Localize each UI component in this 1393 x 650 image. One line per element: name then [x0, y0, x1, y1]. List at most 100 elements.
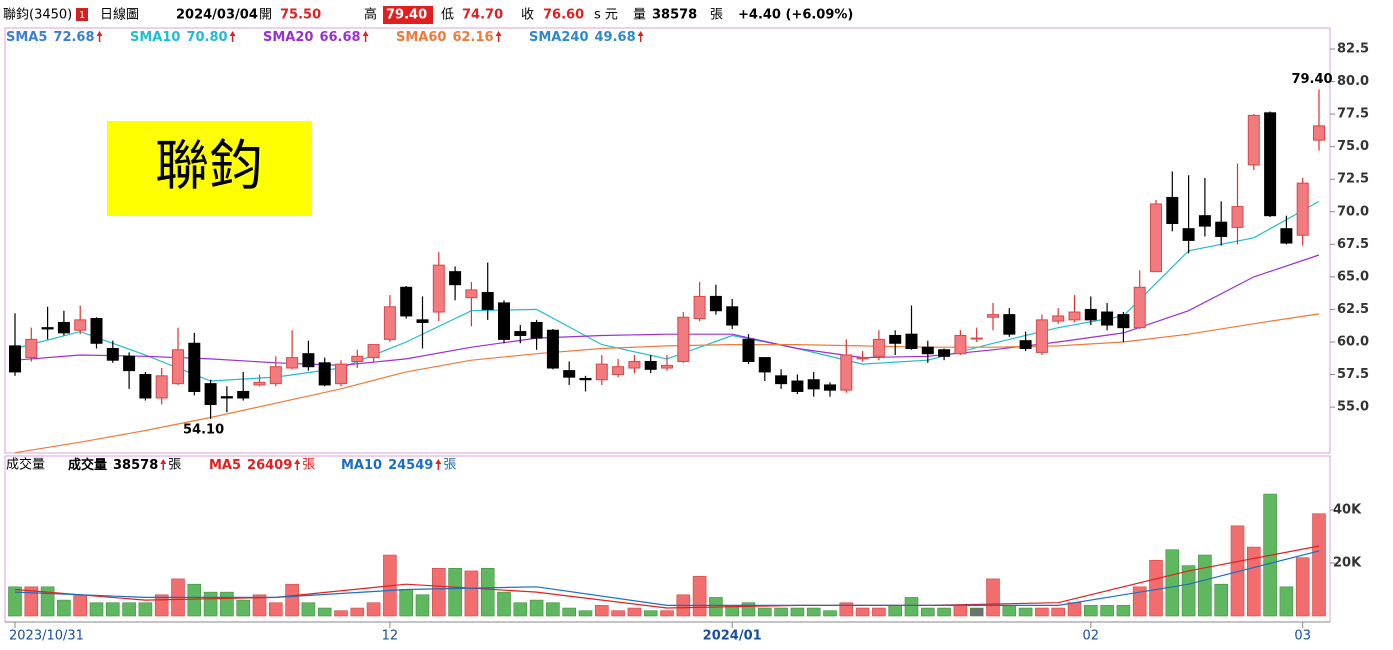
legend-item: 成交量 38578 [68, 457, 158, 473]
candle-body [987, 314, 999, 318]
candle-body [1117, 314, 1130, 329]
candle-body [383, 306, 396, 340]
candle-body [1101, 311, 1114, 326]
volume-bar [660, 610, 674, 617]
candle-body [106, 347, 119, 361]
candle-body [220, 396, 233, 399]
volume-bar [1132, 586, 1147, 617]
volume-bar [366, 602, 381, 617]
open: 75.50 [280, 8, 321, 23]
volume-bar [480, 567, 495, 617]
legend-name: SMA5 [6, 30, 47, 45]
candle-body [41, 327, 54, 330]
volume-bar [1051, 607, 1065, 617]
annotation: 54.10 [183, 422, 224, 437]
up-arrow [637, 31, 644, 36]
candle-body [1264, 112, 1277, 217]
legend-unit: 張 [443, 458, 456, 473]
volume-bar [1002, 605, 1017, 617]
legend-name: MA10 [341, 458, 382, 473]
volume-bar [106, 602, 120, 617]
badge: 1 [79, 10, 85, 21]
y-tick-label: 40K [1333, 502, 1362, 517]
candle-body [546, 329, 559, 369]
volume-bar [1116, 605, 1131, 617]
volume-bar [1084, 605, 1098, 617]
volume-bar [546, 602, 560, 617]
candle-body [1280, 228, 1293, 244]
volume: 38578 [652, 8, 697, 23]
y-tick-label: 77.5 [1337, 107, 1369, 122]
volume-bar [8, 586, 22, 617]
candle-body [302, 353, 315, 368]
candle-body [172, 349, 184, 385]
candle-body [563, 370, 576, 378]
stock-name: 聯鈞(3450) [3, 7, 72, 23]
candle-body [807, 379, 820, 390]
volume-bar [57, 599, 71, 617]
legend-value: 26409 [247, 458, 292, 473]
volume-bar [839, 602, 854, 617]
candle-body [970, 337, 983, 340]
candle-body [498, 302, 510, 340]
open-label: 開 [259, 8, 272, 23]
candle-body [269, 366, 282, 385]
legend-name: SMA240 [529, 30, 589, 45]
legend-item: SMA5 72.68 [6, 30, 95, 45]
x-tick-label: 03 [1294, 629, 1311, 644]
candle-body [123, 355, 136, 372]
volume-bar [578, 610, 593, 617]
volume-bar [920, 607, 935, 617]
candle-body [416, 319, 429, 323]
candle-body [530, 321, 543, 339]
candle-body [693, 295, 706, 320]
candle-body [726, 306, 739, 326]
candle-body [335, 363, 347, 385]
price-panel [4, 27, 1331, 454]
volume-bar [415, 594, 430, 617]
candle-body [954, 334, 967, 355]
candle-body [742, 338, 755, 363]
volume-bar [1214, 583, 1228, 617]
volume-bar [513, 602, 528, 617]
volume-bar [1067, 602, 1082, 617]
volume-bar [692, 575, 707, 617]
currency: s 元 [594, 8, 618, 23]
candle-body [1133, 286, 1146, 329]
candle-body [661, 364, 673, 369]
legend-unit: 張 [168, 458, 181, 473]
candle-body [139, 374, 152, 399]
candle-body [1150, 203, 1162, 273]
volume-bar [774, 607, 788, 617]
volume-bar [252, 594, 267, 617]
candle-body [872, 338, 885, 357]
volume-bar [268, 602, 283, 617]
candle-body [188, 342, 201, 392]
legend-item: SMA20 66.68 [263, 30, 361, 45]
legend-item: SMA240 49.68 [529, 30, 636, 45]
title-box [107, 121, 312, 216]
candle-body [856, 357, 869, 360]
y-tick-label: 20K [1333, 555, 1362, 570]
volume-bar [203, 591, 218, 617]
y-tick-label: 55.0 [1337, 400, 1369, 415]
change: +4.40 (+6.09%) [738, 8, 853, 23]
volume-bar [888, 605, 903, 617]
ma-line [14, 254, 1320, 367]
up-arrow [229, 31, 236, 36]
candle-body [1003, 314, 1016, 335]
volume-bar [236, 599, 250, 617]
volume-bar [594, 605, 609, 617]
unit: 張 [710, 8, 723, 23]
volume-bar [431, 567, 446, 617]
volume-bar [334, 610, 348, 617]
x-tick-label: 2023/10/31 [9, 629, 84, 644]
candle-body [1296, 182, 1309, 236]
candle-body [400, 286, 413, 317]
up-arrow [96, 31, 103, 36]
volume-bar [1035, 607, 1049, 617]
close-label: 收 [521, 8, 534, 23]
volume-bar [529, 599, 544, 617]
volume-bar [220, 591, 234, 617]
